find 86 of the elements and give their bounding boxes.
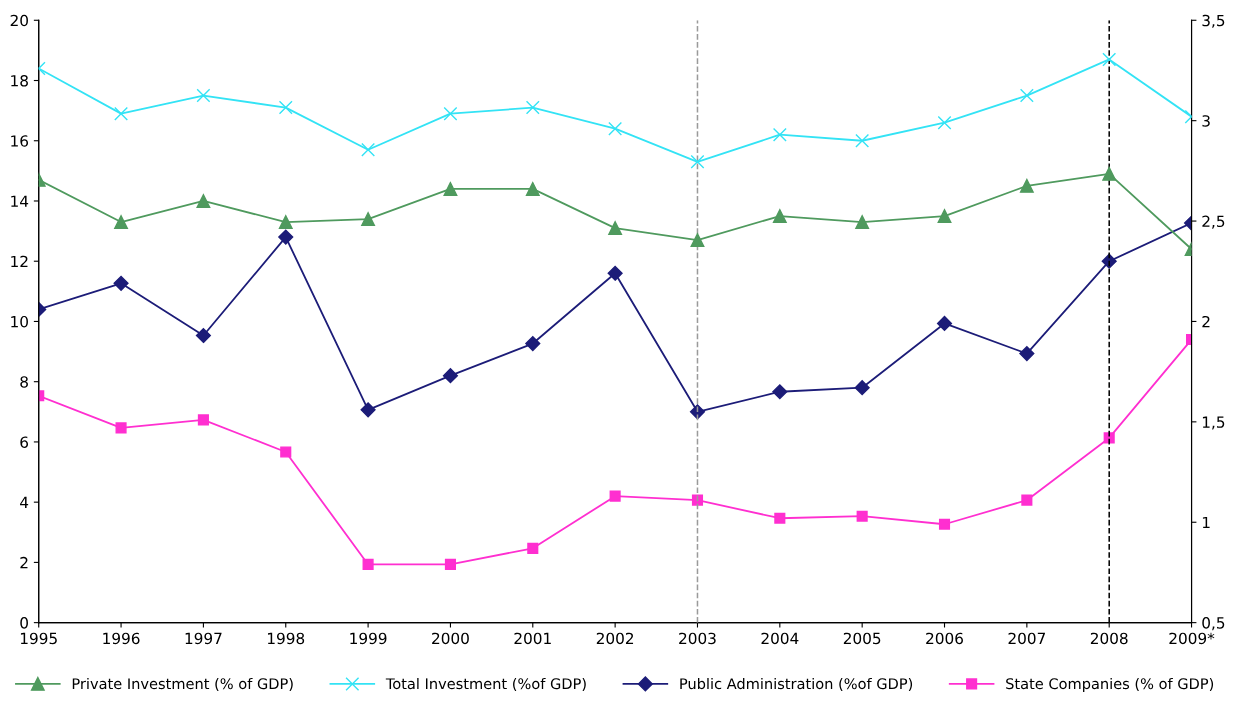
y2-tick-label: 1,5 — [1202, 416, 1225, 430]
legend-label: Public Administration (%of GDP) — [680, 677, 913, 691]
point — [114, 215, 129, 230]
x-tick-label: 1996 — [103, 632, 140, 645]
point — [772, 127, 787, 142]
point — [280, 446, 292, 458]
x-tick-label: 2007 — [1008, 632, 1045, 645]
point — [937, 115, 952, 130]
x-tick-label: 2004 — [761, 632, 799, 645]
point — [1021, 494, 1033, 506]
legend-label: Private Investment (% of GDP) — [72, 677, 293, 691]
y-tick-label: 4 — [20, 496, 29, 508]
point — [362, 558, 374, 570]
point — [855, 215, 870, 230]
x-tick-label: 1998 — [267, 632, 305, 645]
x-tick-label: 1999 — [350, 632, 387, 645]
y-tick-label: 8 — [20, 376, 28, 388]
y-tick-label: 12 — [11, 255, 28, 268]
point — [772, 384, 788, 400]
point — [196, 88, 211, 103]
point — [113, 275, 129, 291]
point — [1019, 178, 1034, 193]
point — [690, 233, 705, 248]
point — [525, 100, 540, 115]
point — [607, 265, 623, 281]
y-tick-label: 20 — [10, 14, 28, 27]
point — [1102, 52, 1117, 67]
point — [444, 558, 456, 570]
y2-tick-label: 3 — [1202, 115, 1210, 127]
point — [443, 106, 458, 121]
y2-tick-label: 1 — [1202, 516, 1210, 529]
y-tick-label: 10 — [11, 315, 28, 328]
point — [609, 490, 621, 502]
point — [691, 494, 704, 506]
y-tick-label: 14 — [11, 195, 29, 207]
x-tick-label: 2002 — [596, 632, 634, 645]
point — [360, 402, 376, 418]
point — [442, 368, 459, 384]
point — [196, 194, 211, 208]
y-tick-label: 0 — [20, 617, 28, 629]
legend-label: Total Investment (%of GDP) — [385, 677, 586, 691]
point — [278, 229, 294, 245]
point — [195, 327, 211, 344]
point — [197, 414, 209, 426]
point — [937, 209, 952, 223]
x-tick-label: 2003 — [679, 632, 716, 645]
point — [608, 221, 623, 236]
point — [443, 181, 458, 196]
x-tick-label: 2006 — [926, 632, 963, 645]
point — [690, 154, 705, 169]
point — [278, 215, 293, 230]
point — [1019, 346, 1035, 362]
x-tick-label: 2008 — [1090, 632, 1128, 645]
x-tick-label: 2001 — [514, 632, 551, 645]
point — [361, 142, 376, 157]
y2-tick-label: 2,5 — [1202, 215, 1225, 229]
point — [361, 212, 376, 226]
point — [854, 380, 870, 396]
point — [525, 181, 540, 196]
x-tick-label: 2009* — [1169, 632, 1215, 645]
point — [278, 100, 293, 115]
point — [938, 518, 951, 530]
y-tick-label: 16 — [11, 135, 29, 147]
x-tick-label: 1997 — [185, 632, 222, 645]
legend-label: State Companies (% of GDP) — [1006, 677, 1214, 693]
point — [527, 542, 539, 554]
point — [608, 121, 623, 136]
x-tick-label: 2000 — [432, 632, 469, 645]
x-tick-label: 2005 — [843, 632, 881, 645]
point — [774, 512, 786, 524]
point — [1102, 166, 1117, 181]
y2-tick-label: 2 — [1202, 315, 1210, 328]
point — [772, 209, 787, 223]
y-tick-label: 18 — [11, 74, 28, 87]
point — [114, 106, 129, 121]
y2-tick-label: 3,5 — [1202, 14, 1225, 28]
point — [115, 422, 127, 434]
y2-tick-label: 0,5 — [1202, 617, 1225, 631]
point — [855, 133, 870, 148]
point — [936, 315, 953, 332]
point — [525, 335, 541, 352]
point — [1019, 88, 1034, 103]
y-tick-label: 2 — [20, 556, 28, 569]
point — [856, 510, 868, 522]
x-tick-label: 1995 — [20, 632, 57, 645]
y-tick-label: 6 — [20, 436, 29, 448]
